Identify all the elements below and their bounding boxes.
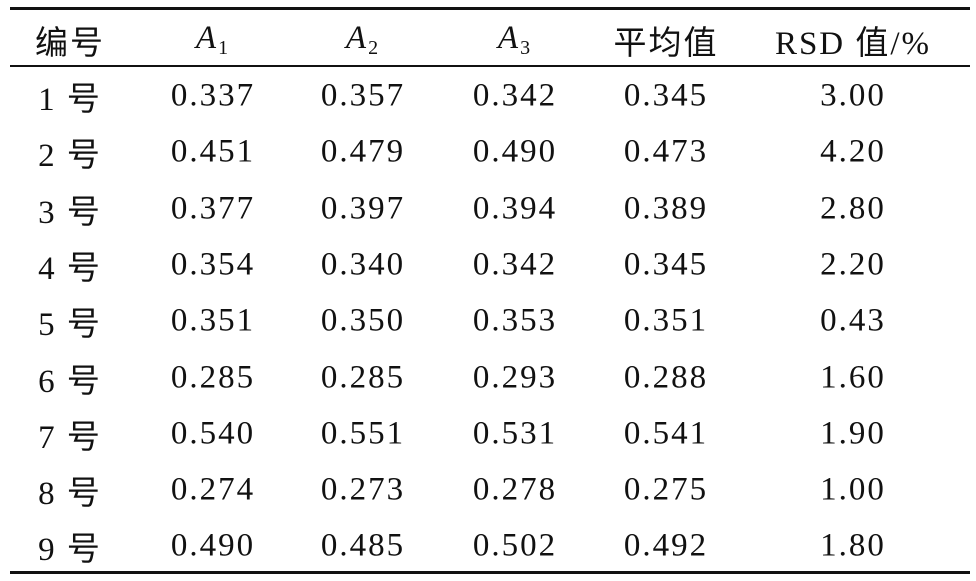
- value-cell: 0.451: [170, 133, 256, 170]
- row-label: 4 号: [38, 250, 102, 287]
- value-cell: 0.285: [170, 359, 256, 395]
- header-cell: 编号: [35, 26, 105, 62]
- value-cell: 0.492: [623, 527, 709, 564]
- row-label: 6 号: [38, 363, 102, 400]
- value-cell: 0.541: [623, 415, 709, 452]
- row-label: 9 号: [38, 532, 102, 569]
- value-cell: 0.357: [320, 77, 406, 114]
- value-cell: 0.389: [623, 190, 709, 227]
- row-label: 7 号: [38, 419, 102, 456]
- header-rule: [10, 65, 970, 67]
- value-cell: 1.60: [820, 359, 886, 395]
- value-cell: 1.00: [820, 471, 886, 508]
- value-cell: 0.397: [320, 190, 406, 227]
- row-label: 8 号: [38, 476, 102, 513]
- value-cell: 1.90: [820, 415, 886, 452]
- value-cell: 0.531: [472, 415, 558, 452]
- header-symbol: A: [195, 20, 219, 56]
- value-cell: 4.20: [820, 133, 886, 170]
- header-cell: A3: [498, 20, 532, 60]
- row-label: 2 号: [38, 138, 102, 175]
- header-symbol: A: [345, 20, 369, 56]
- value-cell: 0.490: [472, 133, 558, 170]
- value-cell: 2.80: [820, 190, 886, 227]
- value-cell: 2.20: [820, 246, 886, 283]
- value-cell: 0.285: [320, 359, 406, 395]
- row-label: 1 号: [38, 82, 102, 118]
- header-subscript: 3: [520, 37, 533, 59]
- value-cell: 0.345: [623, 77, 709, 114]
- value-cell: 0.340: [320, 246, 406, 283]
- value-cell: 0.377: [170, 190, 256, 227]
- header-cell: A1: [196, 20, 230, 60]
- value-cell: 1.80: [820, 527, 886, 564]
- header-cell: A2: [346, 20, 380, 60]
- value-cell: 0.551: [320, 415, 406, 452]
- value-cell: 0.351: [623, 302, 709, 339]
- value-cell: 0.479: [320, 133, 406, 170]
- header-symbol: A: [497, 20, 521, 56]
- bottom-rule: [10, 571, 970, 574]
- value-cell: 0.490: [170, 527, 256, 564]
- value-cell: 0.288: [623, 359, 709, 395]
- value-cell: 0.337: [170, 77, 256, 114]
- value-cell: 0.293: [472, 359, 558, 395]
- header-subscript: 2: [368, 37, 381, 59]
- value-cell: 0.354: [170, 246, 256, 283]
- value-cell: 0.351: [170, 302, 256, 339]
- value-cell: 0.274: [170, 471, 256, 508]
- value-cell: 0.345: [623, 246, 709, 283]
- row-label: 5 号: [38, 307, 102, 344]
- value-cell: 0.350: [320, 302, 406, 339]
- header-cell: 平均值: [613, 26, 719, 62]
- value-cell: 0.540: [170, 415, 256, 452]
- value-cell: 0.43: [820, 302, 886, 339]
- value-cell: 0.485: [320, 527, 406, 564]
- row-label: 3 号: [38, 194, 102, 231]
- value-cell: 3.00: [820, 77, 886, 114]
- value-cell: 0.342: [472, 246, 558, 283]
- value-cell: 0.273: [320, 471, 406, 508]
- header-cell: RSD 值/%: [774, 26, 932, 62]
- value-cell: 0.342: [472, 77, 558, 114]
- value-cell: 0.278: [472, 471, 558, 508]
- value-cell: 0.275: [623, 471, 709, 508]
- value-cell: 0.502: [472, 527, 558, 564]
- header-subscript: 1: [218, 37, 231, 59]
- value-cell: 0.394: [472, 190, 558, 227]
- top-rule: [10, 7, 970, 10]
- value-cell: 0.473: [623, 133, 709, 170]
- value-cell: 0.353: [472, 302, 558, 339]
